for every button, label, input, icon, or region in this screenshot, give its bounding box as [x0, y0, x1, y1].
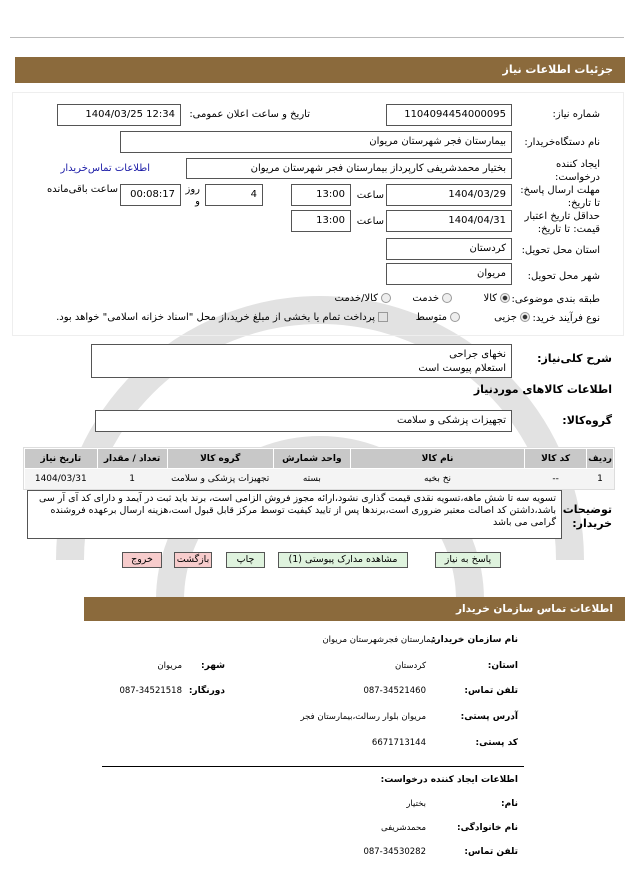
col-group: گروه کالا [166, 448, 274, 469]
contact-fax-value: 087-34521518 [119, 686, 182, 696]
buyer-notes-label: توضیحات خریدار: [562, 503, 612, 530]
col-qty: تعداد / مقدار [96, 448, 168, 469]
top-divider [10, 37, 624, 38]
contact-title: اطلاعات تماس سازمان خریدار [456, 603, 613, 615]
col-unit: واحد شمارش [272, 448, 351, 469]
contact-city-label: شهر: [201, 661, 225, 671]
deadline-time-field: 13:00 [291, 184, 351, 206]
buyer-org-field: بیمارستان فجر شهرستان مریوان [120, 131, 512, 153]
contact-org-label: نام سازمان خریدار: [431, 635, 518, 645]
announce-field: 1404/03/25 12:34 [57, 104, 181, 126]
announce-label: تاریخ و ساعت اعلان عمومی: [189, 109, 310, 120]
province-label: استان محل تحویل: [521, 245, 600, 256]
process-radio-medium[interactable]: متوسط [416, 312, 460, 323]
table-row: 1 -- نخ بخیه بسته تجهیزات پزشکی و سلامت 1 1404… [24, 468, 614, 489]
contact-city-value: مریوان [157, 661, 182, 671]
deadline-date-field: 1404/03/29 [386, 184, 512, 206]
summary-field: نخهای جراحی استعلام پیوست است [91, 344, 512, 378]
col-row: ردیف [586, 448, 614, 469]
contact-phone-label: تلفن تماس: [464, 686, 518, 696]
time-remaining-field: 00:08:17 [120, 184, 181, 206]
col-code: کد کالا [524, 448, 588, 469]
buyer-org-label: نام دستگاه‌خریدار: [524, 137, 600, 148]
view-attachments-button[interactable]: مشاهده مدارک پیوستی (1) [278, 552, 408, 568]
back-button[interactable]: بازگشت [174, 552, 212, 568]
exit-button[interactable]: خروج [122, 552, 162, 568]
creator-family-label: نام خانوادگی: [456, 823, 518, 833]
creator-name-value: بختیار [406, 799, 426, 809]
page-header: جزئیات اطلاعات نیاز [15, 57, 625, 83]
col-name: نام کالا [349, 448, 526, 469]
process-radio-minor[interactable]: جزیی [494, 312, 530, 323]
contact-org-value: بیمارستان فجرشهرستان مریوان [322, 635, 436, 645]
goods-table: ردیف کد کالا نام کالا واحد شمارش گروه کا… [23, 447, 615, 490]
need-number-label: شماره نیاز: [552, 109, 601, 120]
contact-fax-label: دورنگار: [188, 686, 225, 696]
creator-label: ایجاد کننده درخواست: [555, 159, 600, 183]
page-title: جزئیات اطلاعات نیاز [502, 63, 614, 76]
creator-phone-value: 087-34530282 [363, 847, 426, 857]
form-panel [12, 92, 624, 336]
category-radio-goods[interactable]: کالا [483, 293, 510, 304]
creator-field: بختیار محمدشریفی کارپرداز بیمارستان فجر … [186, 158, 512, 179]
contact-phone-value: 087-34521460 [363, 686, 426, 696]
validity-time-label: ساعت [356, 216, 384, 227]
reply-button[interactable]: پاسخ به نیاز [435, 552, 501, 568]
creator-info-title: اطلاعات ایجاد کننده درخواست: [380, 775, 518, 785]
city-field: مریوان [386, 263, 512, 285]
group-field: تجهیزات پزشکی و سلامت [95, 410, 512, 432]
time-remaining-label: ساعت باقی‌مانده [46, 184, 118, 195]
creator-name-label: نام: [501, 799, 518, 809]
contact-address-label: آدرس پستی: [460, 712, 518, 722]
category-radio-goods-service[interactable]: کالا/خدمت [335, 293, 391, 304]
col-date: تاریخ نیاز [24, 448, 98, 469]
creator-family-value: محمدشریفی [381, 823, 426, 833]
print-button[interactable]: چاپ [226, 552, 265, 568]
days-label: روز و [185, 184, 201, 207]
islamic-treasury-checkbox[interactable]: پرداخت تمام یا بخشی از مبلغ خرید،از محل … [56, 312, 388, 323]
category-radio-service[interactable]: خدمت [412, 293, 452, 304]
contact-province-label: استان: [487, 661, 518, 671]
city-label: شهر محل تحویل: [527, 271, 600, 282]
need-number-field: 1104094454000095 [386, 104, 512, 126]
contact-postal-value: 6671713144 [371, 738, 426, 748]
contact-divider [102, 766, 524, 767]
contact-address-value: مریوان بلوار رسالت،بیمارستان فجر [300, 712, 426, 722]
province-field: کردستان [386, 238, 512, 260]
buyer-notes-field: تسویه سه تا شش ماهه،تسویه نقدی قیمت گذار… [27, 490, 562, 539]
goods-section-title: اطلاعات کالاهای موردنیاز [473, 383, 612, 396]
days-remaining-field: 4 [205, 184, 263, 206]
process-label: نوع فرآیند خرید: [532, 313, 601, 324]
category-label: طبقه بندی موضوعی: [511, 294, 600, 305]
deadline-label: مهلت ارسال پاسخ: تا تاریخ: [520, 185, 600, 209]
creator-phone-label: تلفن تماس: [464, 847, 518, 857]
validity-date-field: 1404/04/31 [386, 210, 512, 232]
contact-header: اطلاعات تماس سازمان خریدار [84, 597, 625, 621]
buyer-contact-link[interactable]: اطلاعات تماس‌خریدار [60, 163, 150, 174]
summary-label: شرح کلی‌نیاز: [537, 352, 612, 365]
group-label: گروه‌کالا: [562, 414, 612, 427]
contact-province-value: کردستان [394, 661, 426, 671]
validity-label: حداقل تاریخ اعتبار قیمت: تا تاریخ: [524, 211, 600, 235]
validity-time-field: 13:00 [291, 210, 351, 232]
deadline-time-label: ساعت [356, 190, 384, 201]
contact-postal-label: کد پستی: [475, 738, 518, 748]
